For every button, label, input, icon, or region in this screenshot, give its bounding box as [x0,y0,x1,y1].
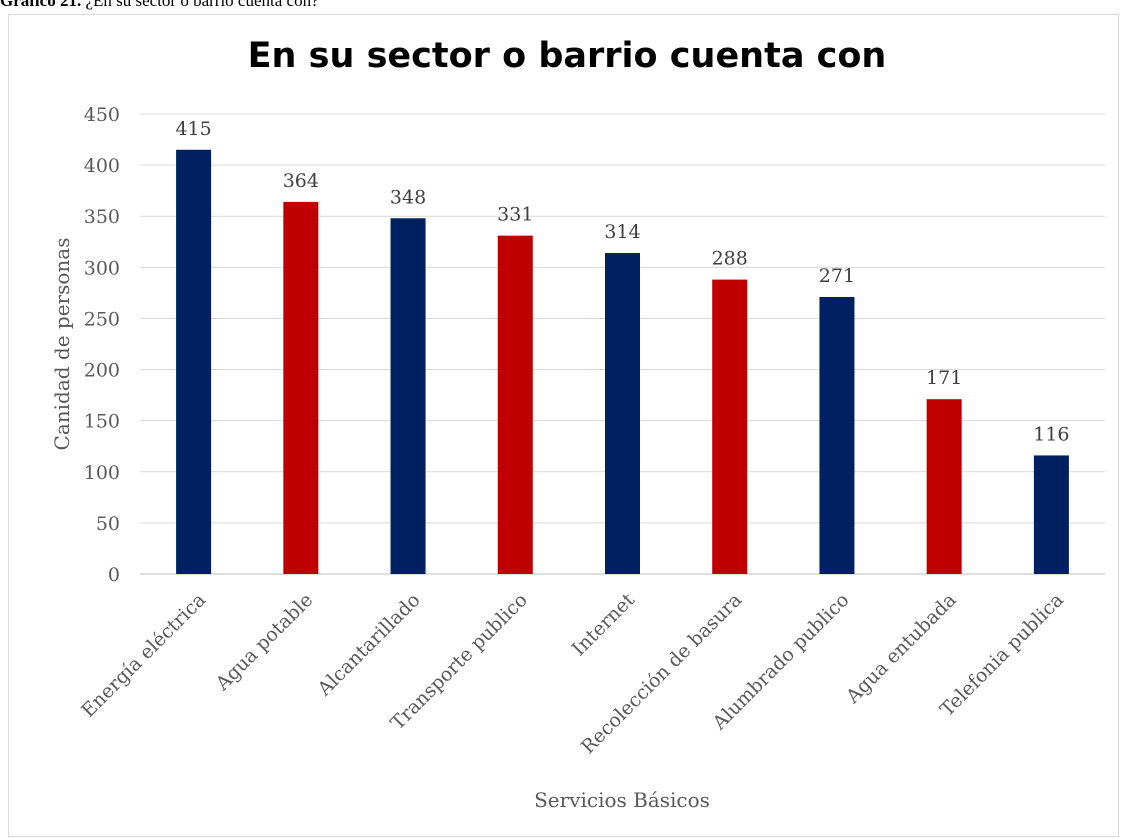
x-tick-label: Agua potable [211,589,317,695]
bar [1033,455,1069,574]
x-tick-label: Agua entubada [841,589,960,708]
y-axis-title: Canidad de personas [50,238,74,451]
bar [605,253,640,574]
y-tick-label: 400 [84,155,120,177]
bar [390,218,426,574]
data-label: 331 [497,204,533,226]
data-label: 288 [712,248,748,270]
y-tick-label: 350 [84,206,120,228]
data-label: 415 [175,118,211,140]
y-tick-label: 150 [84,411,120,433]
bars [176,149,1069,574]
x-axis-ticks: Energía eléctrica Agua potableAlcantarill… [77,589,1068,759]
x-tick-label: Alcantarillado [313,589,425,701]
y-tick-label: 250 [84,308,120,330]
y-axis-ticks: 0 50 100 150 200 250 300 350 400 450 [84,104,120,586]
figure-caption: Gráfico 21. ¿En su sector o barrio cuent… [0,0,319,11]
y-tick-label: 300 [84,257,120,279]
chart-title: En su sector o barrio cuenta con [248,36,887,76]
y-tick-label: 200 [84,360,120,382]
figure-caption-label: Gráfico 21. [0,0,82,10]
data-label: 364 [283,170,319,192]
bar [176,149,212,574]
data-label: 271 [819,265,855,287]
x-axis-title: Servicios Básicos [534,788,710,812]
x-tick-label: Energía eléctrica [77,589,210,722]
y-tick-label: 0 [108,564,120,586]
bar [712,279,748,574]
data-labels: 415 364 348 331 314 288 271 171 116 [175,118,1069,446]
y-tick-label: 450 [84,104,120,126]
data-label: 116 [1033,423,1069,445]
data-label: 171 [926,367,962,389]
data-label: 348 [390,186,426,208]
bar [819,296,855,574]
bar [926,399,962,574]
y-tick-label: 100 [84,462,120,484]
bar [497,235,533,574]
x-tick-label: Internet [568,589,640,661]
bar [283,201,319,574]
y-tick-label: 50 [96,513,120,535]
data-label: 314 [604,221,640,243]
figure-caption-text: ¿En su sector o barrio cuenta con? [85,0,319,10]
